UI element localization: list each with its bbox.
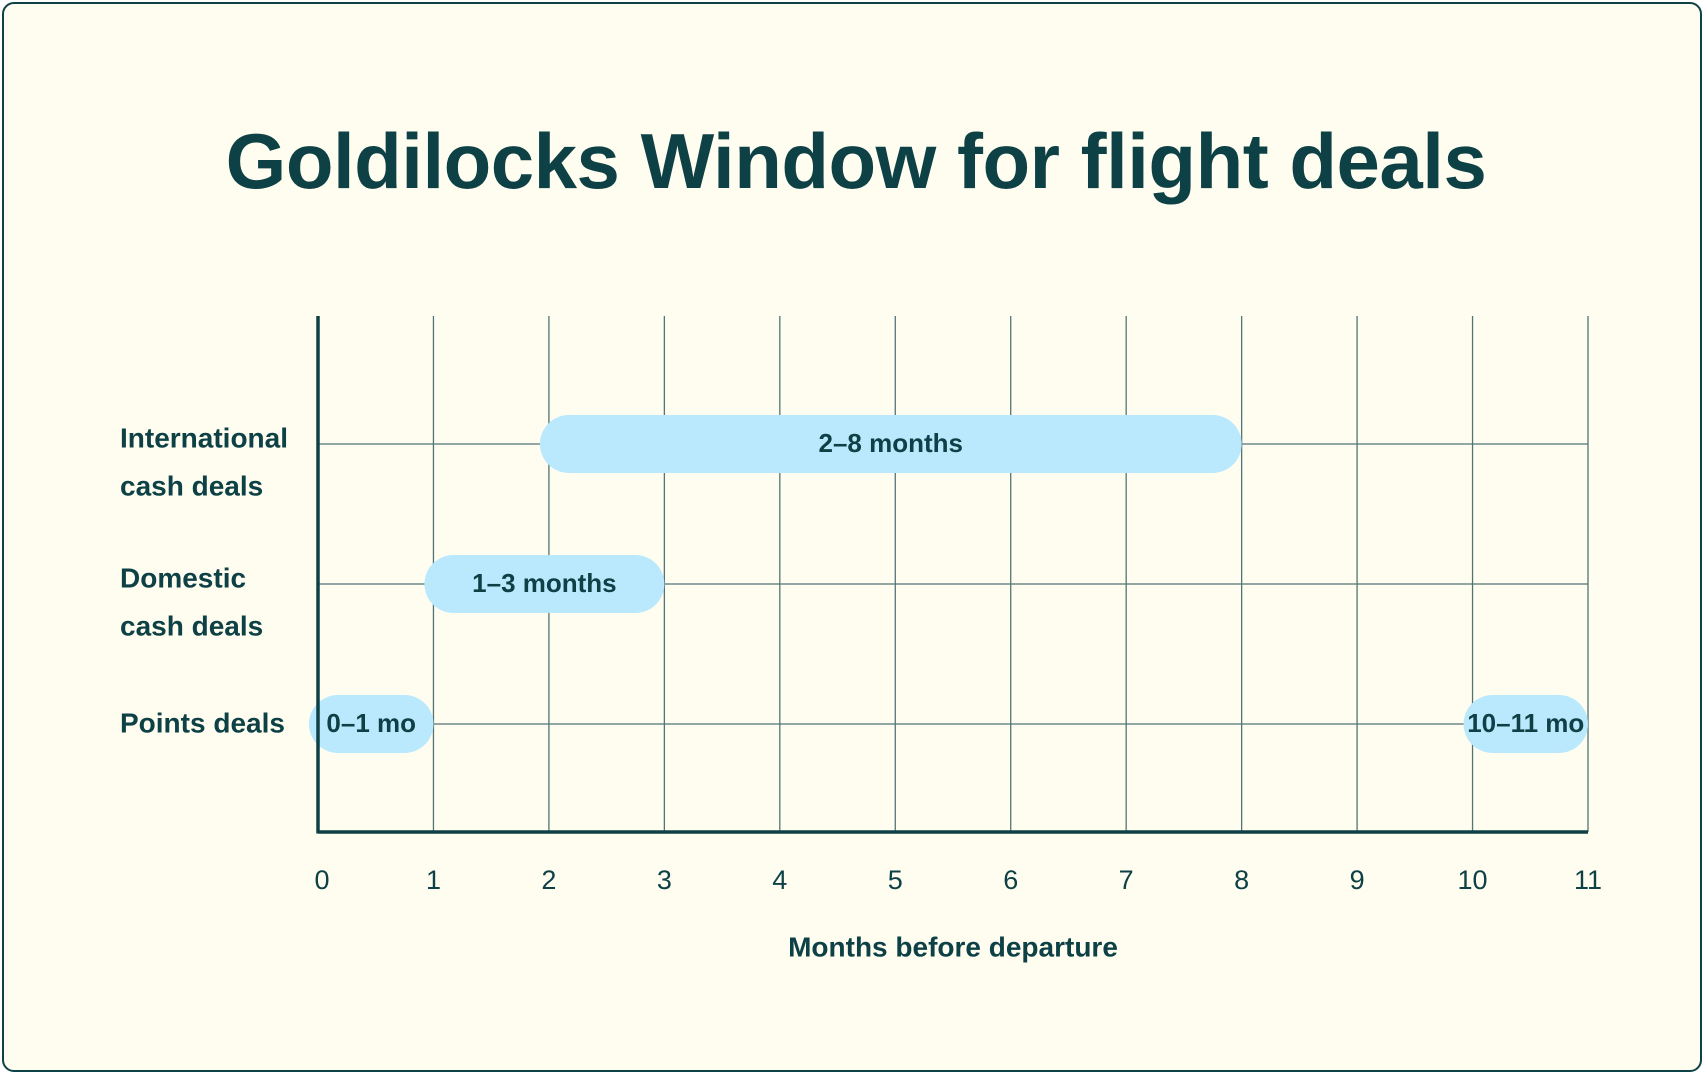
axes	[316, 316, 1588, 834]
labels: International cash deals Domestic cash deal…	[120, 422, 1602, 962]
x-tick-label: 1	[426, 865, 441, 895]
range-bar	[424, 555, 665, 613]
x-tick-label: 7	[1119, 865, 1134, 895]
x-tick-label: 2	[541, 865, 556, 895]
chart-title: Goldilocks Window for flight deals	[225, 117, 1487, 205]
row-label: International	[120, 422, 288, 453]
x-tick-label: 6	[1003, 865, 1018, 895]
range-bar-label: 10–11 mo	[1467, 708, 1584, 738]
x-tick-label: 5	[888, 865, 903, 895]
x-tick-label: 9	[1350, 865, 1365, 895]
range-bar-label: 2–8 months	[819, 428, 964, 458]
x-tick-label: 4	[772, 865, 787, 895]
range-bar	[539, 415, 1242, 473]
range-bar-label: 0–1 mo	[326, 708, 416, 738]
grid-lines	[318, 316, 1589, 832]
range-bar	[1463, 695, 1588, 753]
x-tick-label: 3	[657, 865, 672, 895]
row-label: cash deals	[120, 610, 263, 641]
range-bar-label: 1–3 months	[472, 568, 617, 598]
x-tick-label: 8	[1234, 865, 1249, 895]
row-label: cash deals	[120, 470, 263, 501]
row-label: Domestic	[120, 562, 246, 593]
x-tick-label: 10	[1458, 865, 1488, 895]
range-bars: 2–8 months 1–3 months 0–1 mo 10–11 mo	[309, 415, 1588, 753]
row-label: Points deals	[120, 707, 285, 738]
range-bar	[309, 695, 434, 753]
x-tick-label: 11	[1574, 865, 1602, 895]
x-tick-label: 0	[314, 865, 329, 895]
x-axis-title: Months before departure	[788, 931, 1118, 962]
